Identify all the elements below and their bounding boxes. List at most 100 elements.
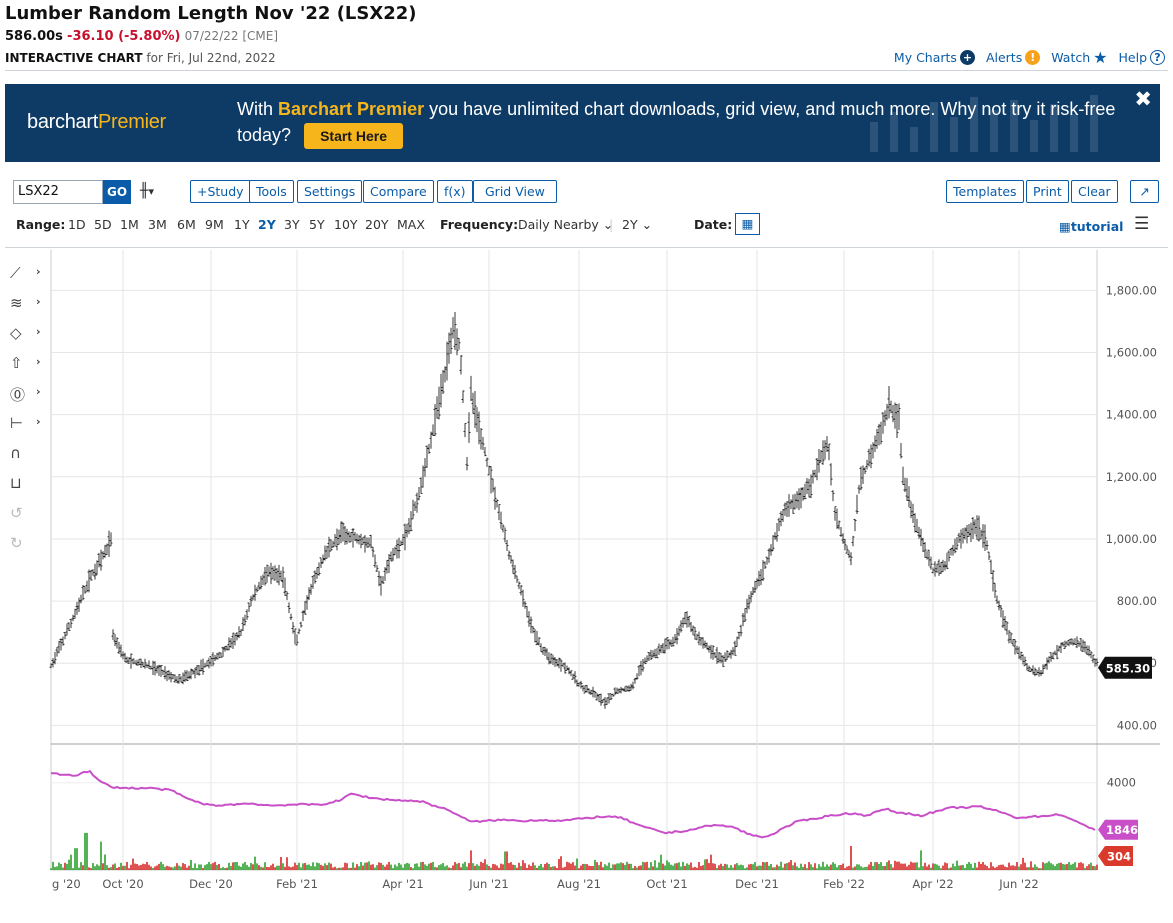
volume-bar bbox=[864, 867, 866, 870]
volume-bar bbox=[476, 864, 478, 870]
compare-button[interactable]: Compare bbox=[363, 180, 434, 203]
ohlc-bar bbox=[1053, 650, 1057, 656]
study-button[interactable]: +Study bbox=[190, 180, 251, 203]
volume-bar bbox=[1050, 863, 1052, 870]
volume-bar bbox=[486, 864, 488, 870]
print-button[interactable]: Print bbox=[1026, 180, 1069, 203]
volume-bar bbox=[698, 862, 700, 870]
volume-bar bbox=[192, 867, 194, 870]
range-1d[interactable]: 1D bbox=[68, 217, 86, 232]
volume-bar bbox=[584, 863, 586, 870]
volume-bar bbox=[554, 866, 556, 870]
range-3y[interactable]: 3Y bbox=[284, 217, 300, 232]
help-link[interactable]: Help ? bbox=[1119, 48, 1165, 67]
ohlc-bar bbox=[741, 613, 745, 627]
ohlc-bar bbox=[515, 575, 519, 583]
volume-bar bbox=[140, 864, 142, 870]
volume-bar bbox=[542, 867, 544, 870]
fibonacci-tool[interactable]: ≋ › bbox=[8, 292, 48, 316]
range-5d[interactable]: 5D bbox=[94, 217, 112, 232]
volume-bar bbox=[106, 865, 108, 870]
volume-bar bbox=[924, 862, 926, 870]
range-max[interactable]: MAX bbox=[397, 217, 425, 232]
volume-bar bbox=[458, 862, 460, 870]
volume-bar bbox=[1010, 865, 1012, 870]
expand-icon[interactable]: ↗ bbox=[1130, 180, 1159, 203]
my-charts-link[interactable]: My Charts + bbox=[894, 48, 975, 67]
magnet-tool[interactable]: ∩ bbox=[8, 442, 48, 466]
volume-bar bbox=[948, 868, 950, 870]
range-10y[interactable]: 10Y bbox=[334, 217, 358, 232]
range-6m[interactable]: 6M bbox=[177, 217, 196, 232]
ohlc-bar bbox=[545, 648, 549, 660]
ohlc-bar bbox=[817, 449, 821, 473]
tools-button[interactable]: Tools bbox=[249, 180, 294, 203]
period-select[interactable]: 2Y ⌄ bbox=[622, 217, 653, 232]
templates-button[interactable]: Templates bbox=[946, 180, 1024, 203]
redo-tool[interactable]: ↻ bbox=[8, 532, 48, 556]
volume-bar bbox=[890, 864, 892, 870]
volume-bar bbox=[326, 865, 328, 870]
settings-button[interactable]: Settings bbox=[297, 180, 363, 203]
range-2y[interactable]: 2Y bbox=[258, 217, 276, 232]
frequency-select[interactable]: Daily Nearby ⌄ bbox=[518, 217, 614, 232]
shapes-tool[interactable]: ◇ › bbox=[8, 322, 48, 346]
volume-bar bbox=[670, 864, 672, 870]
last-price-label: 585.30 bbox=[1106, 661, 1150, 675]
ohlc-bar bbox=[693, 626, 697, 640]
grid-view-button[interactable]: Grid View bbox=[473, 180, 557, 203]
range-9m[interactable]: 9M bbox=[205, 217, 224, 232]
arrow-tool[interactable]: ⇧ › bbox=[8, 352, 48, 376]
range-20y[interactable]: 20Y bbox=[365, 217, 389, 232]
oi-tick-label: 4000 bbox=[1107, 776, 1136, 790]
volume-bar bbox=[212, 863, 214, 870]
ohlc-bar bbox=[563, 662, 567, 674]
ohlc-bar bbox=[263, 567, 267, 586]
close-icon[interactable]: ✖ bbox=[1134, 87, 1152, 111]
clear-button[interactable]: Clear bbox=[1071, 180, 1118, 203]
barchart-premier-logo[interactable]: barchartPremier bbox=[27, 111, 166, 133]
alerts-link[interactable]: Alerts ! bbox=[986, 48, 1041, 67]
range-1y[interactable]: 1Y bbox=[234, 217, 250, 232]
ohlc-bar bbox=[215, 652, 219, 660]
ohlc-bar bbox=[555, 658, 559, 667]
price-chart[interactable]: 400.00600.00800.001,000.001,200.001,400.… bbox=[0, 250, 1173, 900]
start-here-button[interactable]: Start Here bbox=[304, 123, 403, 150]
volume-bar bbox=[234, 861, 236, 870]
range-3m[interactable]: 3M bbox=[148, 217, 167, 232]
ohlc-bar bbox=[571, 673, 575, 680]
volume-bar bbox=[90, 868, 92, 870]
watch-link[interactable]: Watch ★ bbox=[1051, 48, 1107, 67]
ohlc-bar bbox=[251, 594, 255, 601]
fx-button[interactable]: f(x) bbox=[437, 180, 473, 203]
ohlc-bar bbox=[497, 504, 501, 521]
ohlc-bar bbox=[989, 559, 993, 575]
volume-bar bbox=[794, 862, 796, 870]
lock-tool[interactable]: ⊔ bbox=[8, 472, 48, 496]
ohlc-bar bbox=[397, 537, 401, 559]
ohlc-bar bbox=[823, 440, 827, 460]
trendline-tool[interactable]: ⟋ › bbox=[8, 262, 48, 286]
range-1m[interactable]: 1M bbox=[120, 217, 139, 232]
go-button[interactable]: GO bbox=[103, 180, 131, 204]
page-title: Lumber Random Length Nov '22 (LSX22) bbox=[5, 3, 417, 24]
annotation-tool[interactable]: ⓪ › bbox=[8, 382, 48, 406]
menu-icon[interactable]: ☰ bbox=[1134, 214, 1150, 234]
volume-bar bbox=[992, 866, 994, 870]
calendar-icon[interactable]: ▦ bbox=[735, 213, 760, 235]
ohlc-bar bbox=[661, 642, 665, 654]
volume-bar bbox=[74, 848, 76, 870]
tutorial-link[interactable]: ▦tutorial bbox=[1059, 219, 1124, 234]
ohlc-bar bbox=[273, 565, 277, 581]
ohlc-bar bbox=[551, 655, 555, 666]
volume-bar bbox=[662, 863, 664, 870]
chart-type-icon[interactable]: ╫▾ bbox=[140, 183, 154, 199]
measure-tool[interactable]: ⊢ › bbox=[8, 412, 48, 436]
range-5y[interactable]: 5Y bbox=[309, 217, 325, 232]
ohlc-bar bbox=[881, 412, 885, 434]
volume-bar bbox=[448, 867, 450, 870]
volume-bar bbox=[170, 867, 172, 870]
undo-tool[interactable]: ↺ bbox=[8, 502, 48, 526]
ohlc-bar bbox=[69, 618, 73, 629]
symbol-input[interactable]: LSX22 bbox=[13, 180, 103, 204]
